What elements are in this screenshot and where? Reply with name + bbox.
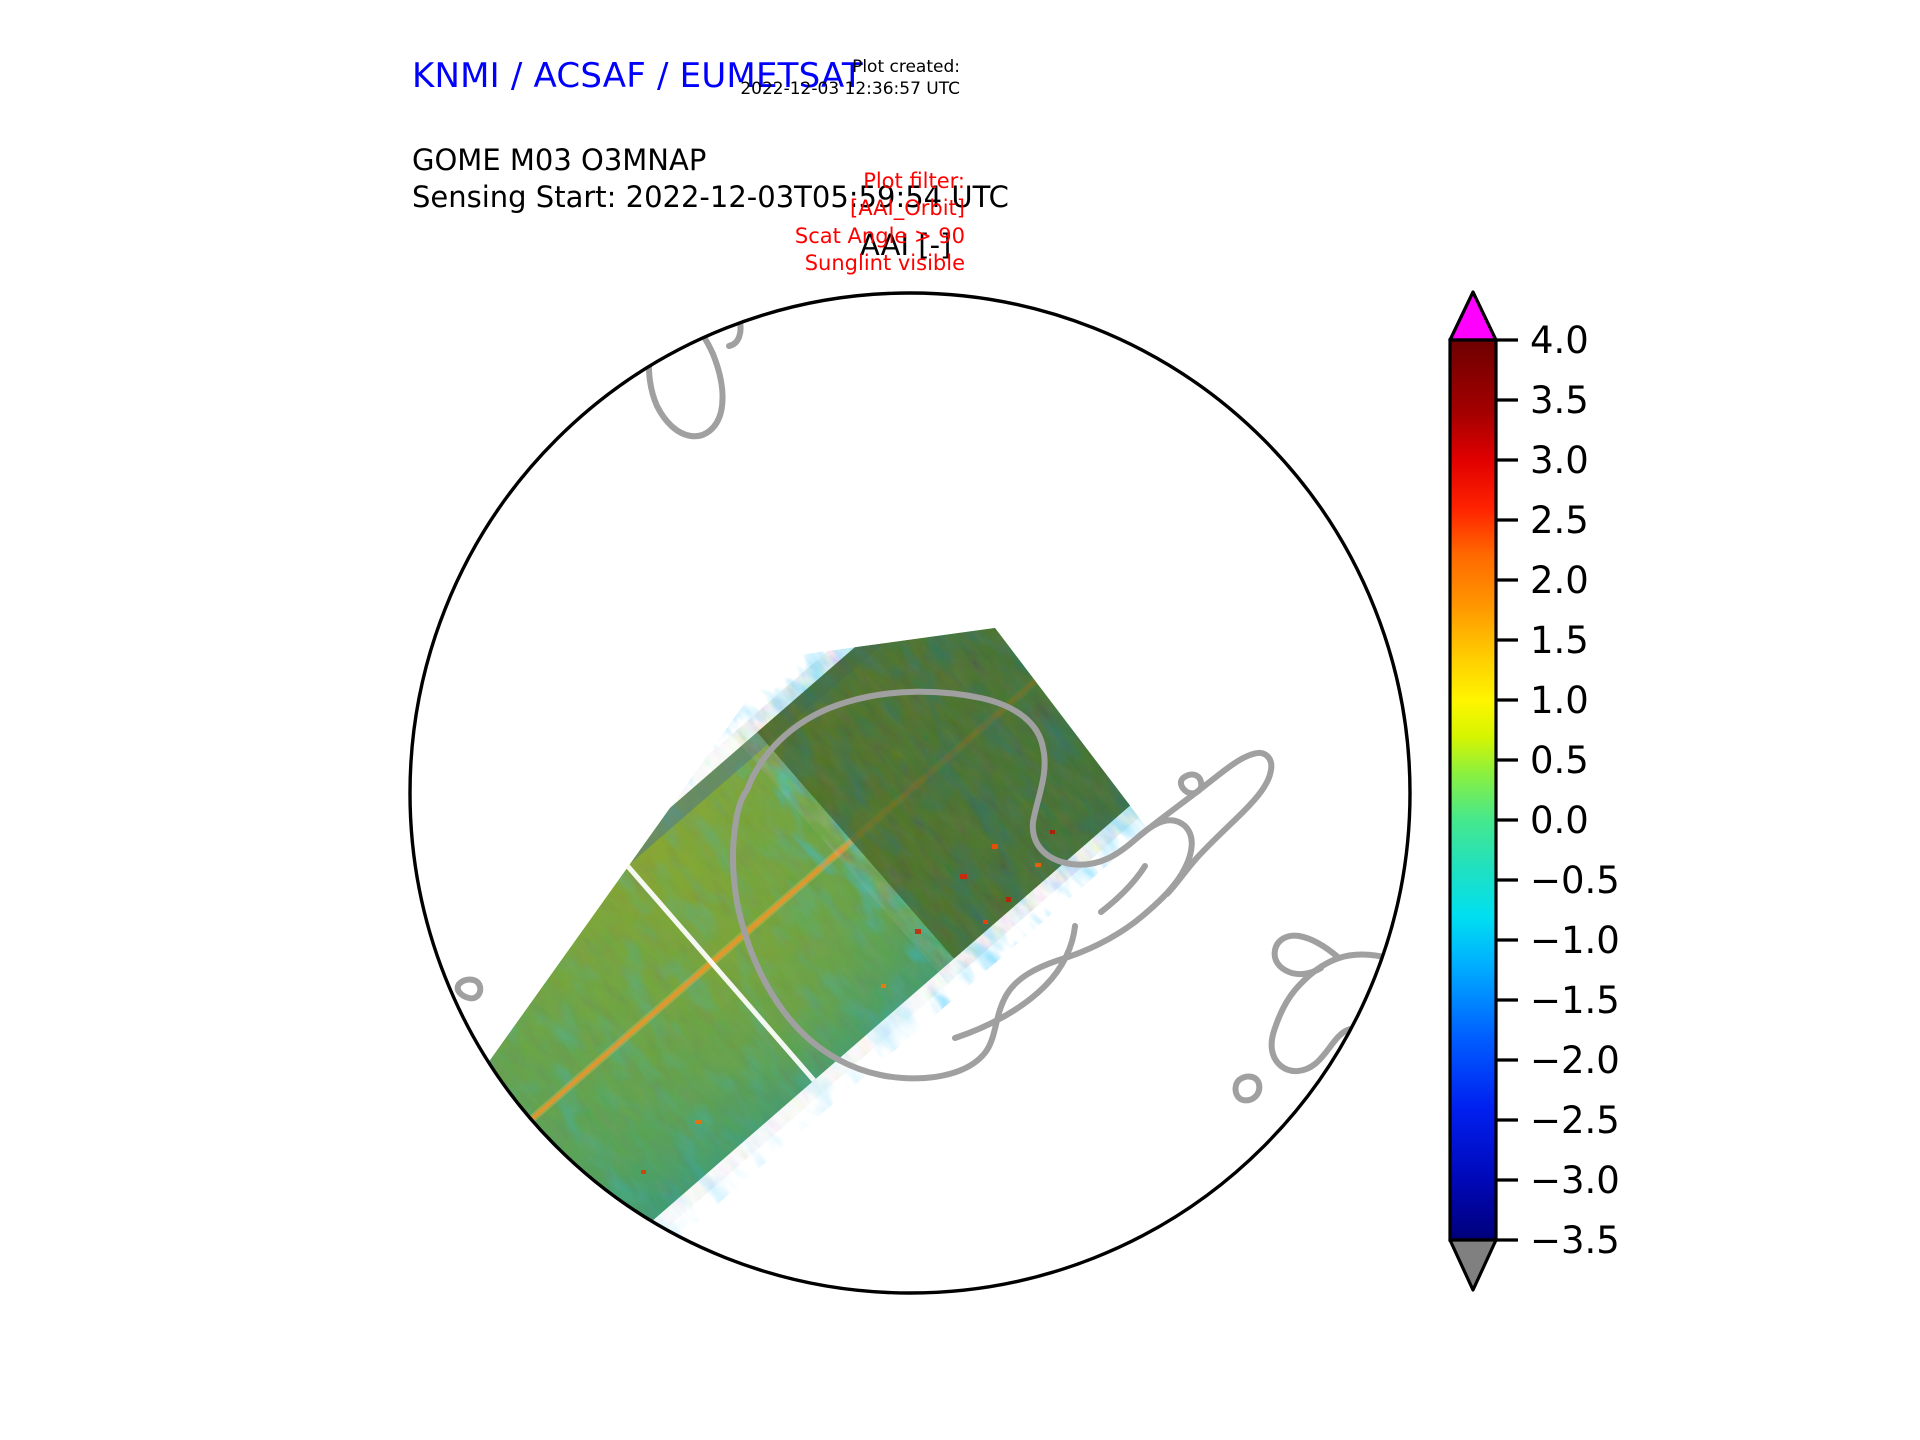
colorbar-tick-label: −1.5 (1530, 979, 1620, 1022)
colorbar-tick-label: 2.0 (1530, 559, 1589, 602)
colorbar-tick-label: 3.5 (1530, 379, 1589, 422)
colorbar-tick-label: −2.0 (1530, 1039, 1620, 1082)
colorbar-tick-label: −1.0 (1530, 919, 1620, 962)
colorbar-under-range-arrow (1448, 1238, 1498, 1292)
peninsula-inlet (1098, 863, 1148, 915)
plot-filter-sunglint: Sunglint visible (804, 250, 965, 275)
small-island-west-coastline (454, 976, 484, 1002)
map-boundary-circle (408, 291, 1412, 1295)
colorbar-over-range-arrow (1448, 290, 1498, 342)
plot-filter-block: Plot filter: [AAI_Orbit] Scat Angle > 90… (535, 168, 965, 277)
colorbar-tick-label: 4.0 (1530, 319, 1589, 362)
product-info-block: GOME M03 O3MNAP Sensing Start: 2022-12-0… (412, 142, 1009, 216)
falkland-islands-coastline (1232, 1073, 1263, 1104)
polar-map (395, 278, 1425, 1308)
colorbar-tick-label: −2.5 (1530, 1099, 1620, 1142)
colorbar-tick-label: −0.5 (1530, 859, 1620, 902)
colorbar-tick-label: 1.5 (1530, 619, 1589, 662)
plot-filter-scat-angle: Scat Angle > 90 (794, 223, 965, 248)
plot-created-block: Plot created: 2022-12-03 12:36:57 UTC (540, 56, 960, 101)
colorbar-tick-label: 0.0 (1530, 799, 1589, 842)
sensing-start: Sensing Start: 2022-12-03T05:59:54 UTC (412, 180, 1009, 215)
antarctica-coastline (730, 688, 1195, 1082)
colorbar-tick-label: −3.0 (1530, 1159, 1620, 1202)
plot-filter-dataset: [AAI_Orbit] (850, 196, 965, 221)
plot-created-label: Plot created: (852, 57, 960, 77)
colorbar-tick-label: 1.0 (1530, 679, 1589, 722)
colorbar-tick-label: 2.5 (1530, 499, 1589, 542)
colorbar-tick-label: 3.0 (1530, 439, 1589, 482)
colorbar-ticks: 4.0 3.5 3.0 2.5 2.0 1.5 1.0 0.5 0.0 −0.5 −1.0 −1.5 −… (1496, 319, 1620, 1262)
plot-filter-label: Plot filter: (863, 169, 965, 193)
colorbar-tick-label: 0.5 (1530, 739, 1589, 782)
colorbar-gradient (1448, 338, 1498, 1242)
page-title: AAI [-] (860, 228, 952, 262)
colorbar[interactable]: 4.0 3.5 3.0 2.5 2.0 1.5 1.0 0.5 0.0 −0.5 −1.0 −1.5 −… (1432, 280, 1692, 1340)
peninsula-island-coastline (1177, 771, 1205, 797)
organization-title: KNMI / ACSAF / EUMETSAT (412, 56, 863, 96)
ross-ice-shelf-edge (952, 923, 1078, 1041)
product-name: GOME M03 O3MNAP (412, 143, 707, 177)
patagonia-west-coast (1271, 932, 1342, 978)
plot-created-timestamp: 2022-12-03 12:36:57 UTC (740, 79, 960, 100)
colorbar-tick-label: −3.5 (1530, 1219, 1620, 1262)
